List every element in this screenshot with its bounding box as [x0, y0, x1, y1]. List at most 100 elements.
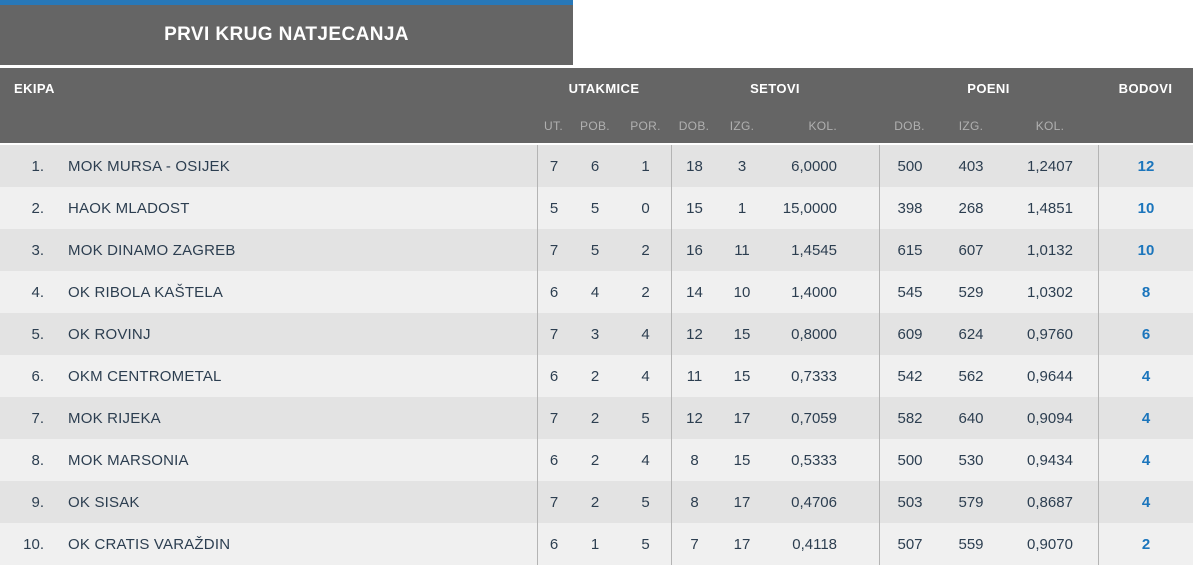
- cell-team-name: HAOK MLADOST: [68, 199, 190, 217]
- cell-set-izg: 17: [733, 409, 751, 427]
- cell-rank: 6.: [31, 367, 44, 385]
- cell-pob: 3: [590, 325, 600, 343]
- cell-pob: 5: [590, 199, 600, 217]
- column-group-utakmice: UTAKMICE: [568, 80, 640, 96]
- cell-poen-izg: 579: [958, 493, 984, 511]
- table-row: 3. MOK DINAMO ZAGREB 7 5 2 16 11 1,4545 …: [0, 229, 1193, 271]
- cell-rank: 9.: [31, 493, 44, 511]
- cell-rank: 7.: [31, 409, 44, 427]
- cell-ut: 7: [537, 481, 570, 523]
- cell-poen-dob: 398: [879, 187, 940, 229]
- cell-rank: 3.: [31, 241, 44, 259]
- cell-team-name: MOK MURSA - OSIJEK: [68, 157, 230, 175]
- cell-rank: 5.: [31, 325, 44, 343]
- cell-poen-kol: 0,9760: [1027, 325, 1073, 343]
- cell-set-dob: 8: [671, 439, 717, 481]
- cell-bodovi: 4: [1098, 397, 1193, 439]
- cell-set-kol: 0,4706: [791, 493, 837, 511]
- cell-poen-kol: 0,8687: [1027, 493, 1073, 511]
- cell-pob: 2: [590, 367, 600, 385]
- cell-set-izg: 3: [737, 157, 747, 175]
- cell-bodovi: 4: [1098, 355, 1193, 397]
- cell-poen-izg: 624: [958, 325, 984, 343]
- cell-por: 5: [641, 535, 650, 553]
- cell-set-dob: 12: [671, 313, 717, 355]
- cell-set-izg: 11: [734, 241, 750, 259]
- cell-poen-izg: 530: [958, 451, 984, 469]
- cell-set-kol: 0,7333: [791, 367, 837, 385]
- cell-bodovi: 12: [1098, 145, 1193, 187]
- cell-rank: 10.: [23, 535, 44, 553]
- cell-poen-dob: 545: [879, 271, 940, 313]
- cell-poen-dob: 500: [879, 145, 940, 187]
- column-sub-poen-izg: IZG.: [958, 118, 984, 133]
- cell-set-izg: 17: [733, 535, 751, 553]
- cell-pob: 5: [590, 241, 600, 259]
- cell-set-dob: 14: [671, 271, 717, 313]
- cell-ut: 6: [537, 523, 570, 565]
- cell-poen-izg: 640: [958, 409, 984, 427]
- cell-poen-kol: 1,0302: [1027, 283, 1073, 301]
- cell-poen-kol: 0,9434: [1027, 451, 1073, 469]
- cell-poen-izg: 403: [958, 157, 984, 175]
- cell-bodovi: 10: [1098, 187, 1193, 229]
- cell-poen-dob: 542: [879, 355, 940, 397]
- column-sub-poen-dob: DOB.: [894, 118, 925, 133]
- cell-pob: 6: [590, 157, 600, 175]
- table-row: 1. MOK MURSA - OSIJEK 7 6 1 18 3 6,0000 …: [0, 145, 1193, 187]
- cell-rank: 4.: [31, 283, 44, 301]
- table-row: 8. MOK MARSONIA 6 2 4 8 15 0,5333 500 53…: [0, 439, 1193, 481]
- cell-set-izg: 1: [737, 199, 747, 217]
- cell-set-kol: 0,5333: [791, 451, 837, 469]
- cell-bodovi: 10: [1098, 229, 1193, 271]
- cell-set-izg: 10: [733, 283, 751, 301]
- cell-team-name: MOK RIJEKA: [68, 409, 161, 427]
- table-row: 5. OK ROVINJ 7 3 4 12 15 0,8000 609 624 …: [0, 313, 1193, 355]
- column-sub-pob: POB.: [580, 118, 610, 133]
- cell-set-izg: 15: [733, 367, 751, 385]
- cell-poen-kol: 1,2407: [1027, 157, 1073, 175]
- cell-rank: 1.: [31, 157, 44, 175]
- cell-poen-dob: 503: [879, 481, 940, 523]
- column-group-bodovi: BODOVI: [1118, 80, 1173, 96]
- cell-team-name: OK RIBOLA KAŠTELA: [68, 283, 224, 301]
- cell-bodovi: 4: [1098, 481, 1193, 523]
- cell-poen-dob: 609: [879, 313, 940, 355]
- cell-poen-kol: 1,0132: [1027, 241, 1073, 259]
- cell-poen-izg: 268: [958, 199, 984, 217]
- cell-poen-izg: 559: [958, 535, 984, 553]
- cell-set-izg: 15: [733, 451, 751, 469]
- table-row: 9. OK SISAK 7 2 5 8 17 0,4706 503 579 0,…: [0, 481, 1193, 523]
- cell-set-kol: 6,0000: [791, 157, 837, 175]
- cell-bodovi: 8: [1098, 271, 1193, 313]
- column-sub-poen-kol: KOL.: [1035, 118, 1065, 133]
- table-header: EKIPA UTAKMICE SETOVI POENI BODOVI UT. P…: [0, 68, 1193, 143]
- cell-rank: 2.: [31, 199, 44, 217]
- cell-poen-dob: 507: [879, 523, 940, 565]
- cell-pob: 2: [590, 451, 600, 469]
- cell-ut: 6: [537, 355, 570, 397]
- cell-set-dob: 11: [671, 355, 717, 397]
- table-row: 10. OK CRATIS VARAŽDIN 6 1 5 7 17 0,4118…: [0, 523, 1193, 565]
- banner-body: PRVI KRUG NATJECANJA: [0, 5, 573, 65]
- banner-accent-bar: [0, 0, 573, 5]
- table-row: 7. MOK RIJEKA 7 2 5 12 17 0,7059 582 640…: [0, 397, 1193, 439]
- cell-ut: 7: [537, 229, 570, 271]
- cell-poen-izg: 562: [958, 367, 984, 385]
- cell-set-kol: 1,4000: [791, 283, 837, 301]
- cell-ut: 7: [537, 397, 570, 439]
- cell-poen-kol: 1,4851: [1027, 199, 1073, 217]
- column-sub-set-kol: KOL.: [808, 118, 837, 133]
- cell-por: 4: [641, 451, 650, 469]
- cell-poen-dob: 615: [879, 229, 940, 271]
- cell-pob: 4: [590, 283, 600, 301]
- cell-poen-izg: 607: [958, 241, 984, 259]
- cell-ut: 6: [537, 271, 570, 313]
- cell-poen-kol: 0,9070: [1027, 535, 1073, 553]
- cell-team-name: MOK DINAMO ZAGREB: [68, 241, 236, 259]
- column-group-setovi: SETOVI: [750, 80, 800, 96]
- cell-set-kol: 1,4545: [791, 241, 837, 259]
- column-sub-set-dob: DOB.: [678, 118, 710, 133]
- cell-bodovi: 4: [1098, 439, 1193, 481]
- cell-ut: 7: [537, 145, 570, 187]
